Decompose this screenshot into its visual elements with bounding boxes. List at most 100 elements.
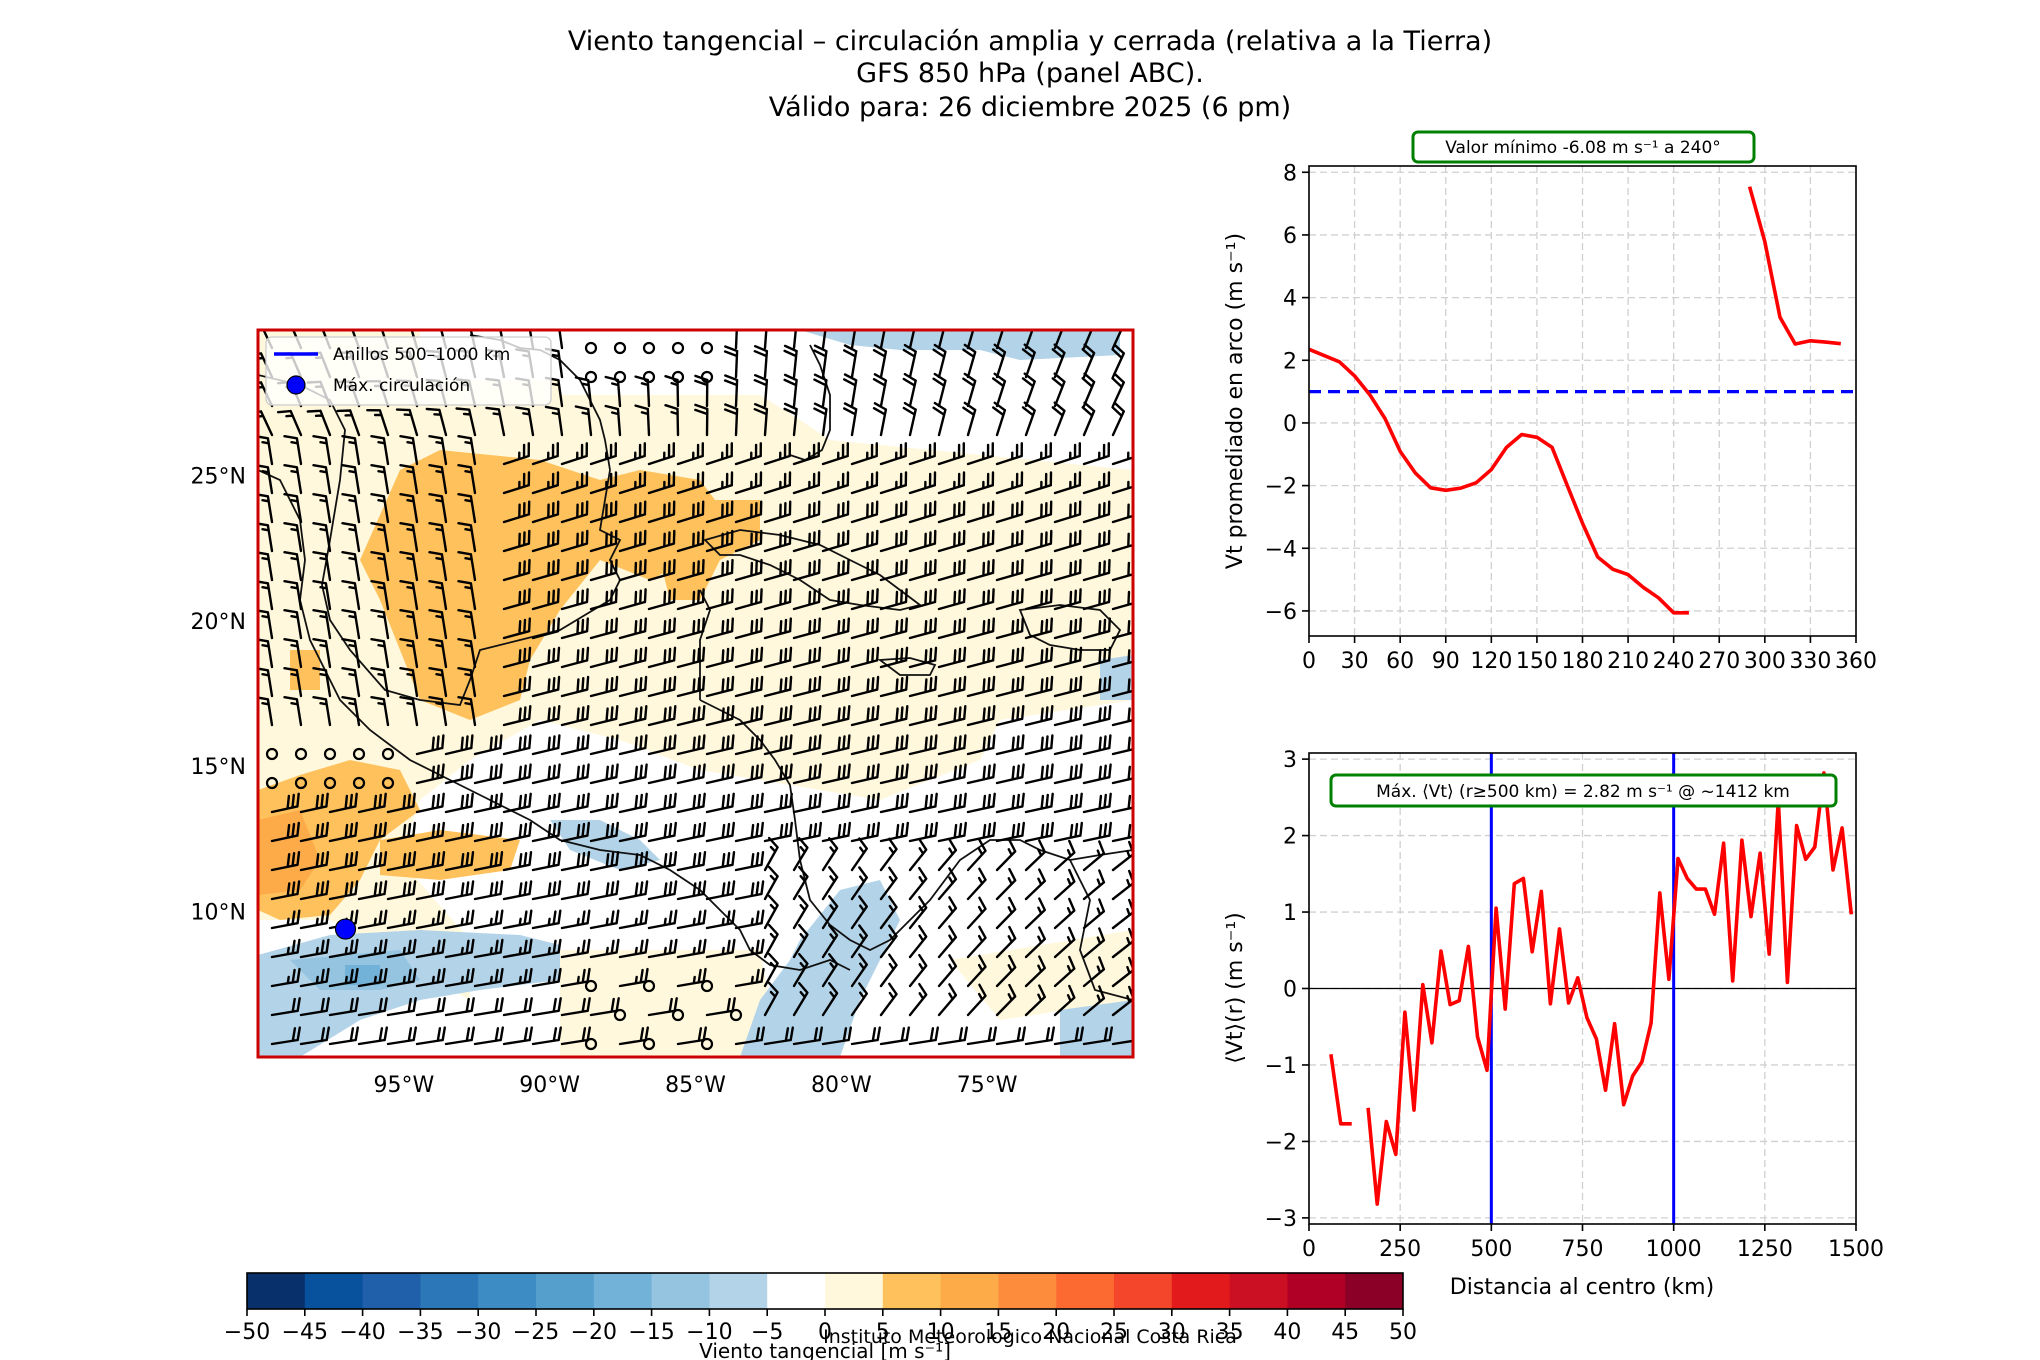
wind-barb [366,409,390,437]
wind-barb [763,763,793,785]
wind-barb [850,558,879,582]
map-lon-tick-label: 75°W [957,1073,1018,1098]
wind-barbs [258,330,1133,1051]
wind-barb [270,821,300,843]
wind-barb [531,500,560,524]
wind-barb [647,558,676,582]
wind-barb [850,330,857,350]
wind-barb [386,909,417,930]
wind-barb [763,442,791,466]
wind-barb [705,734,735,756]
wind-barb [270,792,300,814]
wind-barb [1082,821,1112,843]
wind-barb [589,851,620,872]
wind-barb [995,838,1017,872]
x-tick-label: 250 [1379,1237,1421,1262]
wind-barb [1051,401,1066,437]
wind-barb [457,638,477,669]
wind-barb [966,763,996,785]
wind-barb [821,558,850,582]
wind-barb [589,500,618,524]
wind-barb [850,734,880,756]
colorbar-swatch [247,1273,306,1309]
wind-barb [1024,984,1046,1017]
wind-barb [1053,646,1083,669]
figure-title-line-1: Viento tangencial – circulación amplia y… [568,26,1492,57]
wind-barb [258,667,274,698]
wind-barb [1024,471,1053,495]
wind-barb [312,522,332,553]
calm-wind-circle [584,370,598,384]
calm-wind-circle [265,747,279,761]
wind-barb [937,529,966,553]
wind-barb [763,500,792,524]
wind-barb [763,894,779,930]
calm-wind-circle [352,747,366,761]
wind-barb [966,330,975,350]
wind-barb [415,909,446,930]
wind-barb [995,675,1025,698]
x-tick-label: 120 [1470,649,1512,674]
colorbar-swatch [709,1273,768,1309]
wind-barb [676,880,707,901]
wind-barb [995,896,1017,930]
wind-barb [428,696,448,727]
colorbar-swatch [1171,1273,1231,1309]
wind-barb [531,792,561,814]
wind-barb [734,821,764,843]
wind-barb [908,588,937,611]
wind-barb [1082,442,1110,466]
x-tick-label: 750 [1562,1237,1604,1262]
wind-barb [399,435,419,466]
wind-barb [341,638,361,669]
wind-barb [560,792,590,814]
wind-barb [299,880,330,901]
wind-barb [1053,529,1082,553]
wind-barb [399,464,419,495]
wind-barb [763,923,779,959]
wind-barb [763,836,779,872]
wind-barb [444,792,474,814]
wind-barb [995,792,1025,814]
wind-barb [821,646,851,669]
wind-barb [589,792,619,814]
wind-barb [1111,648,1133,669]
wind-barb [502,558,531,582]
wind-barb [664,404,680,437]
arc-mean-annotation: Valor mínimo -6.08 m s⁻¹ a 240° [1411,130,1756,164]
wind-barb [992,372,1007,408]
wind-barb [792,981,809,1017]
colorbar-tick-label: −5 [751,1320,783,1345]
wind-barb [792,734,822,756]
wind-barb [792,588,821,611]
wind-barb [734,558,763,582]
colorbar-tick-label: 30 [1158,1320,1186,1345]
wind-barb [879,982,898,1017]
wind-barb [428,464,448,495]
wind-barb [705,442,733,466]
wind-barb [821,442,849,466]
wind-barb [879,953,898,988]
wind-barb [370,638,390,669]
wind-barb [937,471,966,495]
wind-barb [850,471,879,495]
wind-barb [618,471,647,495]
colorbar-tick-label: −25 [513,1320,559,1345]
wind-barb [872,344,888,379]
wind-barb [879,895,898,930]
wind-barb [962,372,977,408]
wind-barb [821,1026,852,1046]
wind-barb [560,763,590,785]
wind-barb [589,909,620,930]
wind-barb [399,522,419,553]
wind-barb [312,580,332,611]
wind-barb [341,580,361,611]
wind-barb [444,938,475,959]
wind-barb [734,675,764,698]
wind-barb [1111,443,1133,466]
calm-wind-circle [584,1037,598,1051]
wind-barb [589,997,620,1017]
wind-barb [932,372,947,408]
wind-barb [734,734,764,756]
wind-barb [560,997,591,1017]
